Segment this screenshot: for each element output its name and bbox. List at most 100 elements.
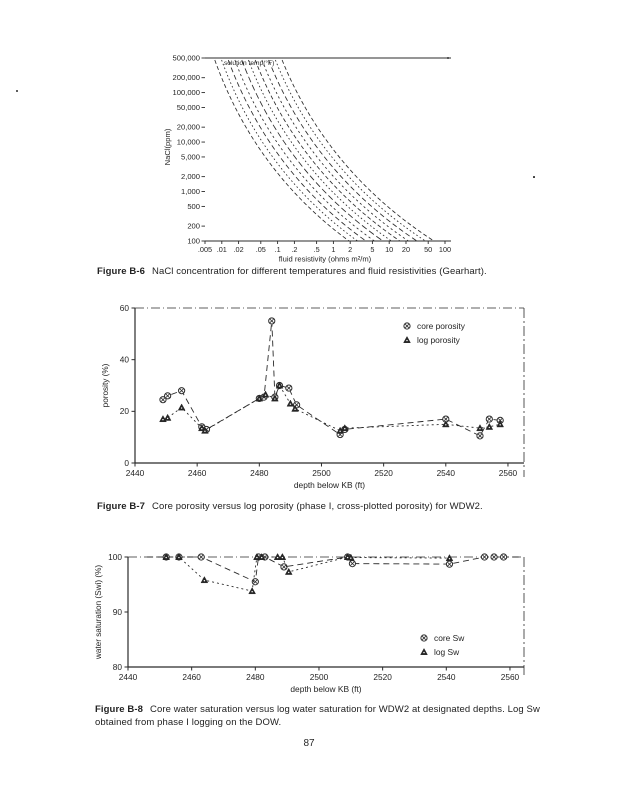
x-tick-label: .01 — [217, 245, 227, 254]
figure-b7-caption: Figure B-7 Core porosity versus log poros… — [97, 501, 557, 514]
y-axis-title: porosity (%) — [101, 363, 110, 407]
temperature-curve — [214, 59, 350, 242]
x-tick-label: 2480 — [246, 672, 265, 682]
x-tick-label: .2 — [291, 245, 297, 254]
triangle-marker — [253, 552, 261, 560]
temperature-curve — [221, 59, 358, 242]
temperature-curves — [214, 59, 435, 242]
core-vs-log-water-saturation-chart: 2440 2460 2480 2500 2520 2540 2560 80 90 100 depth… — [94, 552, 525, 694]
y-tick-label: 80 — [113, 662, 123, 672]
y-tick-label: 20,000 — [177, 123, 200, 132]
y-tick-label: 100 — [187, 237, 200, 246]
triangle-marker — [286, 399, 295, 407]
x-tick-label: 2540 — [437, 672, 456, 682]
triangle-marker — [163, 413, 172, 421]
figure-b6-caption-text: NaCl concentration for different tempera… — [151, 266, 487, 277]
x-tick-label: .5 — [314, 245, 320, 254]
x-tick-label: 50 — [424, 245, 432, 254]
legend-label: log Sw — [434, 647, 460, 657]
y-tick-label: 500,000 — [173, 54, 200, 63]
scan-speckle — [16, 90, 18, 92]
legend-label: core Sw — [434, 633, 465, 643]
legend-label: log porosity — [417, 335, 461, 345]
x-tick-label: .05 — [256, 245, 266, 254]
y-tick-label: 0 — [124, 458, 129, 468]
triangle-marker — [278, 552, 287, 560]
triangle-marker — [441, 420, 450, 428]
figure-b8-caption-label: Figure B-8 — [95, 704, 143, 715]
triangle-marker — [201, 426, 209, 434]
y-tick-label: 60 — [120, 303, 130, 313]
x-tick-label: 2440 — [119, 672, 138, 682]
figure-b6-caption-label: Figure B-6 — [97, 266, 145, 277]
figure-b6-caption: Figure B-6 NaCl concentration for differe… — [97, 266, 557, 279]
triangle-marker — [273, 552, 282, 560]
y-tick-label: 1,000 — [181, 187, 200, 196]
x-tick-label: 2560 — [499, 468, 518, 478]
x-tick-label: .005 — [198, 245, 212, 254]
temperature-curve — [234, 59, 375, 242]
x-tick-label: 1 — [331, 245, 335, 254]
figure-b8-caption-text: Core water saturation versus log water s… — [95, 704, 540, 728]
triangle-marker — [275, 381, 284, 389]
figure-b8-caption: Figure B-8 Core water saturation versus l… — [95, 704, 565, 730]
triangle-marker — [291, 404, 299, 412]
triangle-marker — [255, 394, 264, 402]
triangle-marker — [403, 335, 411, 343]
legend: core porosity log porosity — [403, 321, 466, 345]
x-tick-label: 2500 — [310, 672, 329, 682]
triangle-marker — [420, 647, 428, 655]
series-line — [162, 320, 501, 437]
page-number: 87 — [303, 738, 315, 749]
triangle-marker — [162, 552, 171, 560]
y-tick-label: 40 — [120, 354, 130, 364]
triangle-marker — [257, 552, 266, 560]
series-log-Sw — [162, 552, 454, 595]
temperature-curve — [275, 59, 426, 242]
scan-speckle — [533, 176, 535, 178]
temperature-curve — [248, 59, 392, 242]
y-axis-title: water saturation (Swi) (%) — [94, 565, 103, 660]
triangle-marker — [175, 552, 183, 560]
figure-b7-caption-text: Core porosity versus log porosity (phase… — [151, 501, 483, 512]
triangle-marker — [271, 394, 279, 402]
y-tick-label: 5,000 — [181, 152, 200, 161]
x-tick-label: .02 — [234, 245, 244, 254]
x-axis-title: fluid resistivity (ohms m²/m) — [279, 255, 372, 264]
triangle-marker — [200, 576, 209, 584]
legend: core Sw log Sw — [420, 633, 465, 657]
series-line — [147, 556, 520, 583]
triangle-marker — [485, 422, 494, 430]
y-tick-label: 100 — [108, 552, 122, 562]
x-tick-label: 2520 — [373, 672, 392, 682]
figure-b7-caption-label: Figure B-7 — [97, 501, 145, 512]
y-tick-label: 200 — [187, 222, 200, 231]
y-tick-label: 50,000 — [177, 103, 200, 112]
temperature-curve — [281, 59, 435, 242]
series-line — [166, 556, 450, 592]
temperature-curve — [241, 59, 384, 242]
y-tick-label: 200,000 — [173, 73, 200, 82]
x-tick-label: 20 — [402, 245, 410, 254]
triangle-marker — [476, 424, 484, 432]
y-axis-title: NaCl(ppm) — [163, 128, 172, 165]
y-tick-label: 10,000 — [177, 138, 200, 147]
x-tick-label: 2440 — [126, 468, 145, 478]
y-tick-label: 20 — [120, 406, 130, 416]
solution-temp-annotation: solution temp(°F) — [224, 59, 274, 67]
x-tick-label: 2 — [348, 245, 352, 254]
triangle-marker — [496, 420, 505, 428]
x-tick-label: 2460 — [188, 468, 207, 478]
x-tick-label: 2540 — [437, 468, 456, 478]
temperature-curve — [254, 59, 401, 242]
triangle-marker — [445, 554, 454, 562]
x-axis-title: depth below KB (ft) — [294, 480, 365, 490]
legend-label: core porosity — [417, 321, 466, 331]
series-line — [162, 384, 501, 432]
triangle-marker — [284, 567, 293, 575]
x-tick-label: 2480 — [250, 468, 269, 478]
x-tick-label: 2460 — [182, 672, 201, 682]
x-tick-label: 2520 — [374, 468, 393, 478]
x-tick-label: 5 — [370, 245, 374, 254]
